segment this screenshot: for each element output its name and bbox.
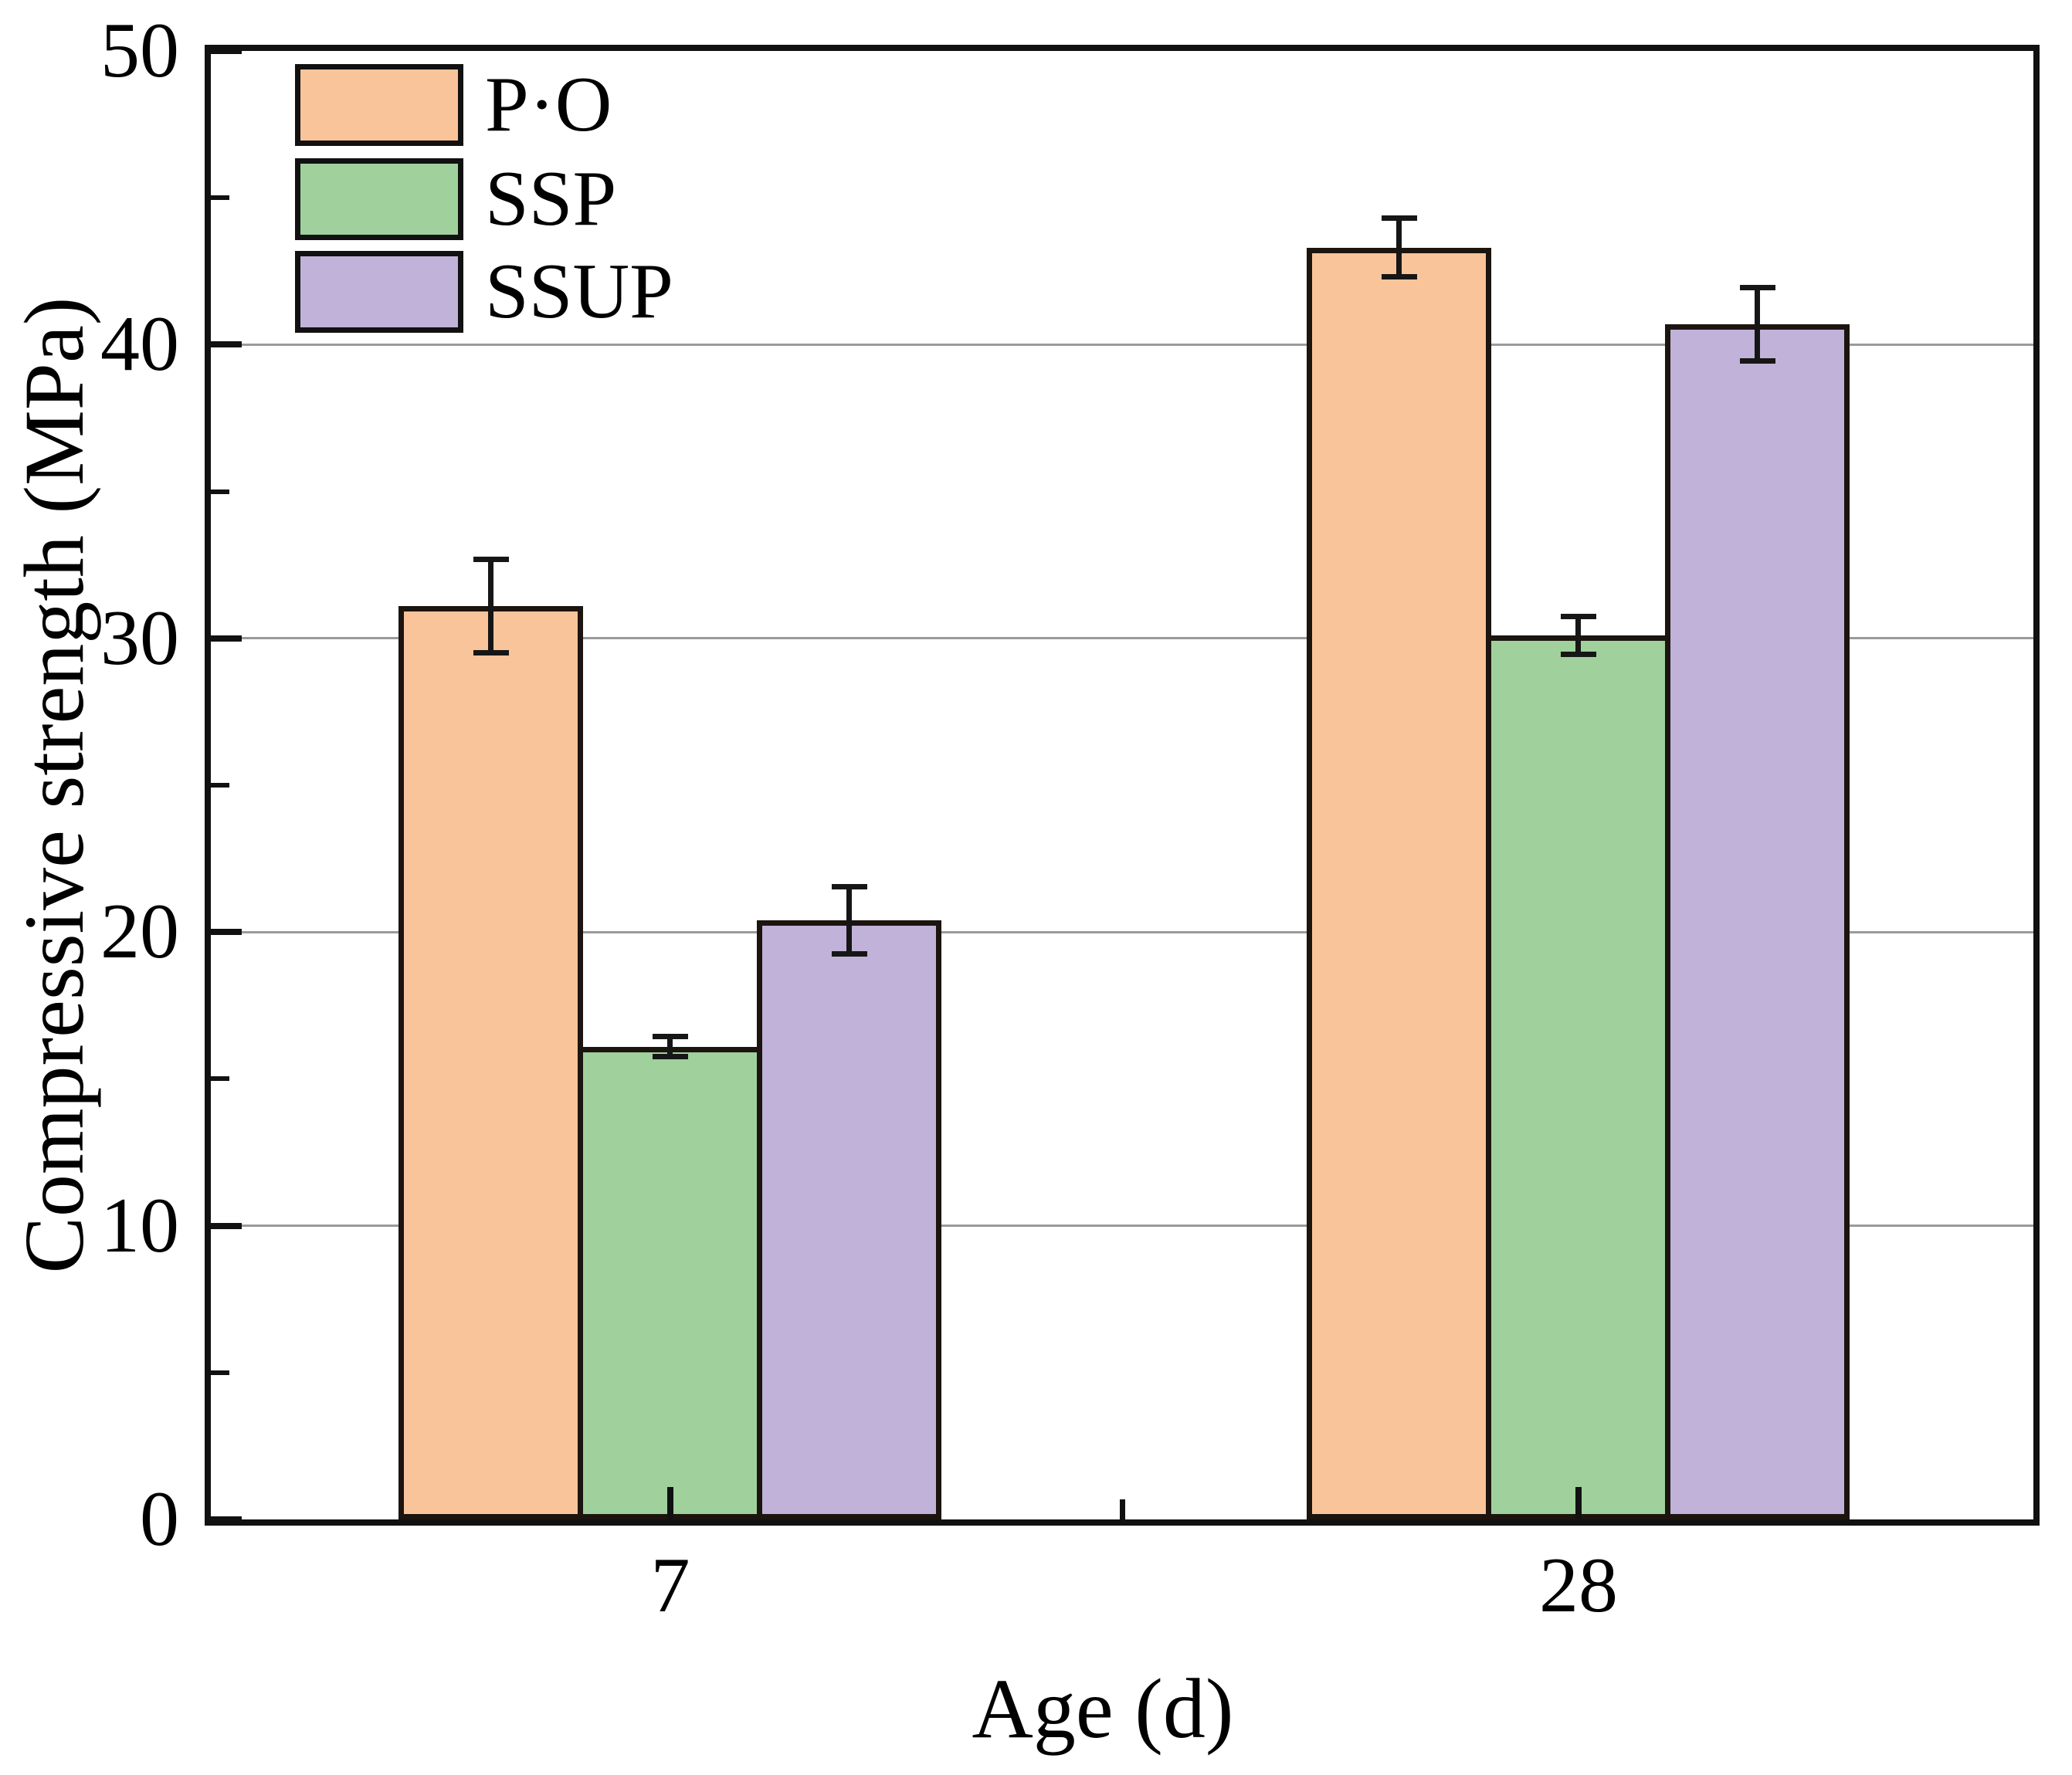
legend-swatch-ssp	[295, 158, 463, 240]
legend-swatch-ssup	[295, 251, 463, 333]
error-bar-cap-top	[831, 883, 867, 889]
error-bar-cap-top	[473, 556, 509, 562]
gridline-30	[211, 637, 2033, 640]
bar-ssp-28	[1486, 635, 1671, 1519]
gridline-40	[211, 343, 2033, 346]
error-bar-cap-bottom	[1560, 652, 1596, 658]
bar-ssup-7	[757, 920, 942, 1519]
y-major-tick-30	[211, 635, 242, 642]
error-bar-cap-top	[1560, 613, 1596, 619]
error-bar-cap-bottom	[831, 951, 867, 957]
y-minor-tick-15	[211, 1076, 229, 1082]
y-minor-tick-45	[211, 195, 229, 201]
x-major-tick-28	[1575, 1487, 1582, 1519]
y-major-tick-40	[211, 341, 242, 348]
error-bar-line	[488, 559, 494, 653]
error-bar-line	[846, 886, 853, 954]
error-bar-line	[1396, 218, 1402, 277]
y-axis-title: Compressive strength (MPa)	[7, 296, 101, 1274]
x-minor-tick-center	[1119, 1499, 1125, 1519]
y-tick-label-20: 20	[100, 888, 179, 976]
bar-ssup-28	[1665, 323, 1850, 1519]
y-minor-tick-5	[211, 1370, 229, 1375]
bar-ssp-7	[578, 1046, 763, 1519]
y-tick-label-0: 0	[140, 1475, 179, 1563]
y-tick-label-40: 40	[100, 300, 179, 388]
legend-label-po: P·O	[485, 61, 612, 148]
error-bar-cap-bottom	[1739, 357, 1775, 364]
x-major-tick-7	[666, 1487, 673, 1519]
bar-po-28	[1307, 247, 1492, 1519]
gridline-10	[211, 1225, 2033, 1228]
gridline-20	[211, 930, 2033, 933]
y-major-tick-50	[211, 48, 242, 54]
y-tick-label-50: 50	[100, 7, 179, 94]
error-bar-cap-bottom	[1381, 274, 1417, 280]
y-minor-tick-25	[211, 783, 229, 788]
error-bar-cap-top	[1381, 215, 1417, 222]
bar-po-7	[398, 605, 584, 1519]
error-bar-line	[667, 1036, 673, 1057]
error-bar-cap-bottom	[473, 650, 509, 656]
y-tick-label-30: 30	[100, 594, 179, 682]
error-bar-cap-top	[652, 1033, 688, 1039]
y-minor-tick-35	[211, 489, 229, 494]
y-major-tick-0	[211, 1516, 242, 1523]
legend-label-ssup: SSUP	[485, 248, 673, 335]
error-bar-cap-top	[1739, 284, 1775, 290]
error-bar-cap-bottom	[652, 1054, 688, 1060]
x-tick-label-7: 7	[650, 1542, 690, 1629]
error-bar-line	[1755, 287, 1761, 361]
error-bar-line	[1575, 616, 1582, 655]
y-tick-label-10: 10	[100, 1181, 179, 1269]
legend-label-ssp: SSP	[485, 155, 617, 242]
x-axis-title: Age (d)	[972, 1662, 1234, 1756]
legend-swatch-po	[295, 64, 463, 146]
x-tick-label-28: 28	[1538, 1542, 1618, 1629]
y-major-tick-20	[211, 929, 242, 936]
y-major-tick-10	[211, 1222, 242, 1229]
